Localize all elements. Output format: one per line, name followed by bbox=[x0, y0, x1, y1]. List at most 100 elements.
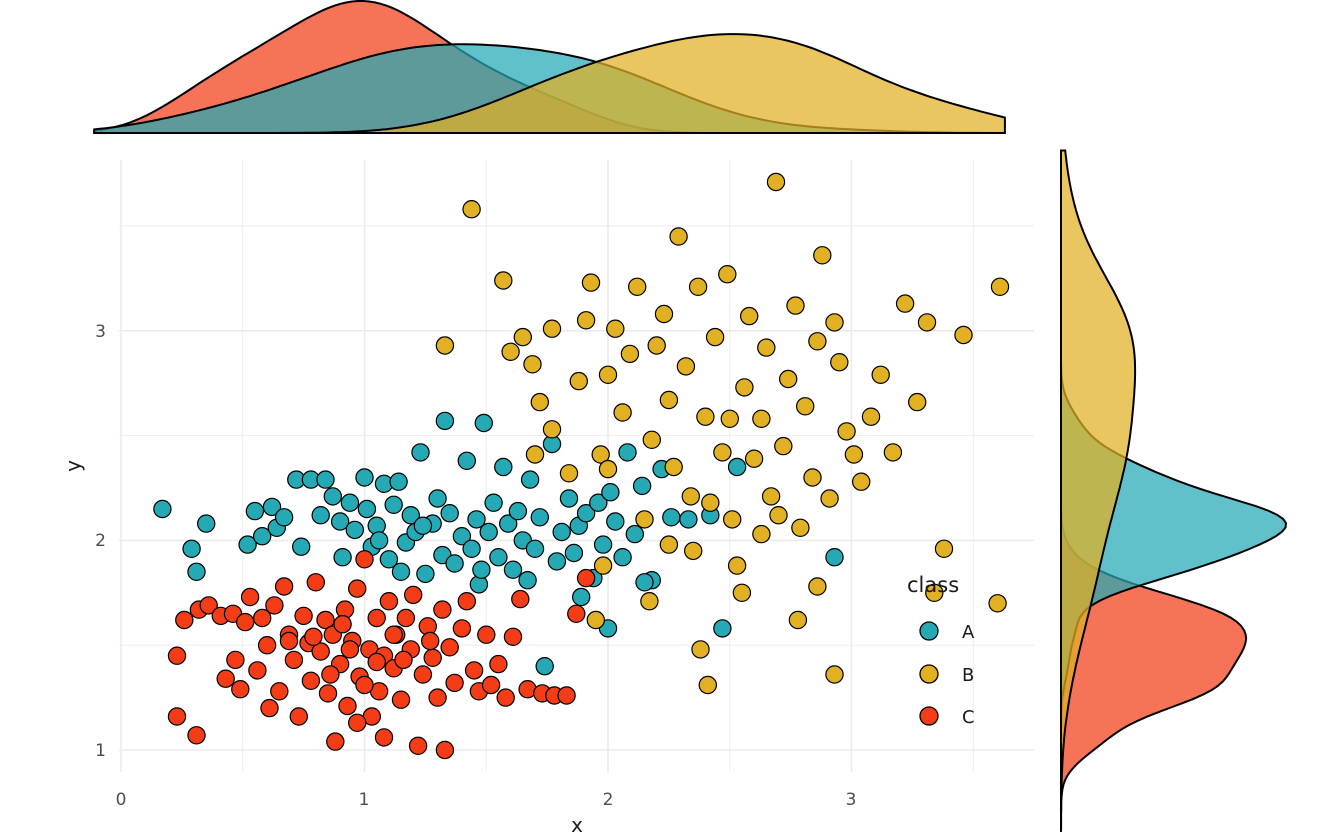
point-class-c bbox=[464, 661, 484, 680]
point-class-b bbox=[613, 403, 632, 422]
point-class-a bbox=[274, 508, 294, 527]
y-tick-label: 1 bbox=[95, 741, 106, 761]
point-class-c bbox=[440, 638, 459, 657]
point-class-c bbox=[557, 686, 576, 705]
point-class-b bbox=[628, 277, 647, 296]
point-class-b bbox=[647, 336, 666, 355]
legend: class A B C bbox=[907, 573, 975, 728]
point-class-b bbox=[676, 357, 696, 376]
point-class-b bbox=[861, 407, 881, 426]
point-class-b bbox=[669, 227, 688, 246]
point-class-c bbox=[348, 579, 367, 598]
point-class-a bbox=[489, 548, 508, 567]
point-class-b bbox=[744, 449, 764, 468]
point-class-a bbox=[340, 493, 360, 512]
point-class-c bbox=[333, 615, 352, 634]
point-class-c bbox=[394, 650, 413, 670]
point-class-a bbox=[153, 499, 172, 519]
point-class-b bbox=[727, 556, 747, 575]
point-class-b bbox=[732, 583, 752, 603]
point-class-a bbox=[499, 514, 518, 533]
point-class-c bbox=[340, 640, 360, 659]
point-class-a bbox=[503, 560, 523, 579]
point-class-b bbox=[462, 199, 481, 219]
point-class-a bbox=[262, 497, 282, 517]
point-class-a bbox=[479, 522, 498, 542]
point-class-a bbox=[520, 470, 540, 489]
point-class-a bbox=[292, 537, 311, 556]
point-class-c bbox=[260, 698, 279, 718]
point-class-b bbox=[837, 422, 856, 441]
point-class-b bbox=[586, 610, 606, 630]
point-class-c bbox=[413, 665, 433, 684]
point-class-c bbox=[457, 592, 476, 611]
point-class-b bbox=[501, 342, 520, 361]
point-class-b bbox=[681, 487, 701, 506]
point-class-b bbox=[525, 445, 545, 464]
point-class-a bbox=[440, 504, 459, 523]
point-class-b bbox=[494, 271, 513, 290]
right-density-class-b bbox=[1060, 149, 1137, 832]
point-class-c bbox=[511, 589, 530, 609]
y-tick-label: 2 bbox=[95, 531, 106, 551]
point-class-b bbox=[825, 665, 844, 684]
point-class-b bbox=[934, 539, 954, 559]
point-class-c bbox=[167, 707, 187, 726]
point-class-c bbox=[321, 665, 340, 684]
point-class-a bbox=[472, 560, 491, 579]
point-class-a bbox=[530, 508, 550, 527]
point-class-a bbox=[238, 535, 257, 554]
point-class-a bbox=[552, 522, 571, 542]
point-class-a bbox=[508, 501, 528, 521]
point-class-b bbox=[757, 338, 776, 357]
point-class-b bbox=[752, 409, 771, 428]
point-class-b bbox=[701, 493, 720, 512]
point-class-b bbox=[691, 640, 710, 659]
point-class-a bbox=[601, 483, 620, 502]
point-class-c bbox=[231, 680, 250, 699]
point-class-a bbox=[379, 550, 399, 569]
point-class-a bbox=[535, 657, 554, 676]
point-class-b bbox=[925, 583, 944, 603]
point-class-b bbox=[530, 392, 550, 412]
point-class-b bbox=[803, 468, 822, 487]
legend-label-b: B bbox=[962, 665, 974, 686]
point-class-b bbox=[752, 524, 771, 544]
point-class-a bbox=[413, 516, 433, 535]
point-class-b bbox=[908, 392, 927, 412]
point-class-a bbox=[411, 443, 430, 462]
point-class-b bbox=[825, 313, 844, 332]
point-class-b bbox=[542, 319, 562, 338]
point-class-b bbox=[871, 365, 890, 384]
point-class-b bbox=[735, 378, 754, 397]
x-axis-title: x bbox=[571, 813, 583, 833]
point-class-b bbox=[654, 304, 674, 324]
point-class-c bbox=[435, 740, 455, 760]
legend-label-c: C bbox=[962, 707, 975, 728]
point-class-c bbox=[240, 587, 260, 607]
y-tick-labels: 1 2 3 bbox=[95, 322, 106, 761]
point-class-c bbox=[187, 726, 206, 745]
point-class-b bbox=[513, 327, 533, 347]
point-class-b bbox=[723, 510, 742, 529]
point-class-a bbox=[662, 508, 681, 527]
point-class-a bbox=[518, 571, 537, 590]
point-class-b bbox=[698, 675, 718, 695]
x-tick-label: 3 bbox=[846, 790, 857, 810]
x-tick-label: 1 bbox=[359, 790, 370, 810]
point-class-c bbox=[284, 650, 304, 670]
point-class-b bbox=[766, 172, 786, 192]
point-class-a bbox=[613, 548, 632, 567]
point-class-b bbox=[720, 409, 740, 428]
point-class-c bbox=[270, 682, 289, 701]
point-class-c bbox=[257, 636, 277, 655]
legend-key-b bbox=[919, 664, 939, 684]
point-class-a bbox=[484, 493, 503, 512]
point-class-b bbox=[598, 459, 618, 479]
point-class-b bbox=[844, 445, 864, 464]
point-class-c bbox=[428, 688, 447, 707]
legend-key-a bbox=[919, 621, 939, 641]
point-class-a bbox=[559, 489, 579, 508]
point-class-b bbox=[883, 443, 903, 462]
point-class-c bbox=[391, 690, 411, 709]
